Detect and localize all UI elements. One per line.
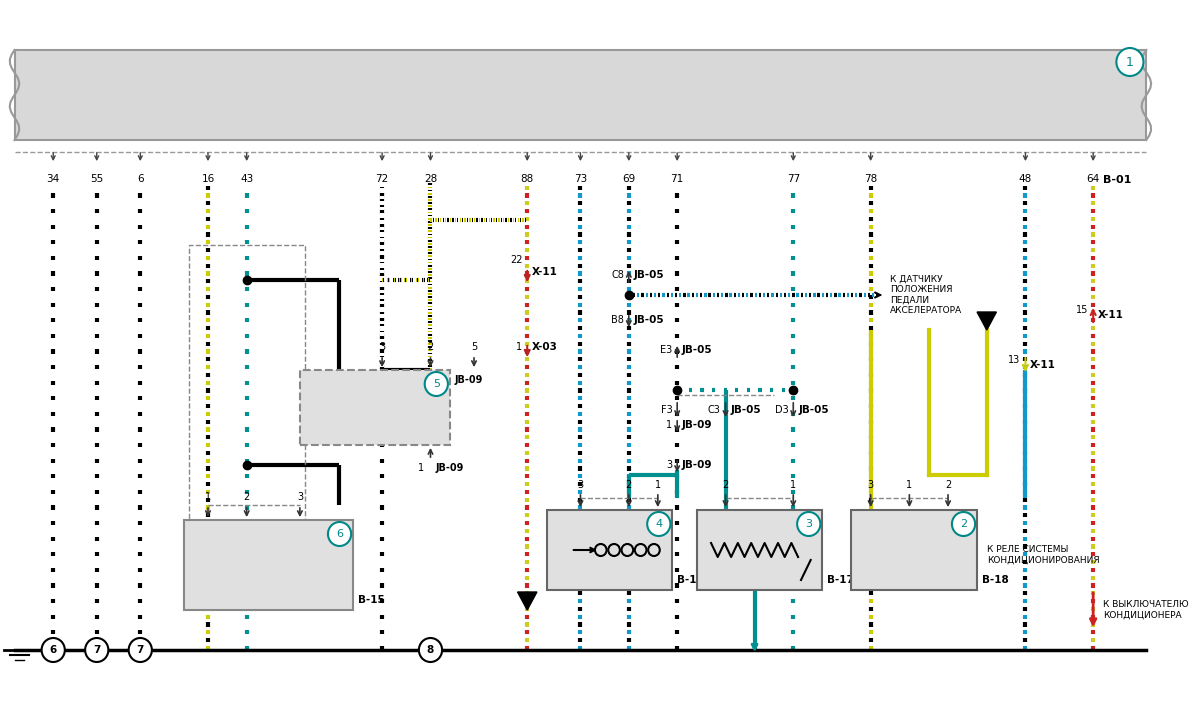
Text: JB-05: JB-05 xyxy=(731,405,761,415)
Text: 7: 7 xyxy=(94,645,101,655)
Text: 73: 73 xyxy=(574,174,587,184)
Text: 6: 6 xyxy=(137,174,144,184)
Text: 28: 28 xyxy=(424,174,437,184)
Text: 5: 5 xyxy=(433,379,439,389)
Text: B-18: B-18 xyxy=(982,575,1009,585)
Text: 34: 34 xyxy=(47,174,60,184)
Text: E3: E3 xyxy=(660,345,672,355)
Text: 2: 2 xyxy=(625,480,632,490)
Text: 77: 77 xyxy=(787,174,800,184)
Text: 6: 6 xyxy=(336,529,343,539)
Circle shape xyxy=(42,638,65,662)
Text: 1: 1 xyxy=(1126,55,1134,68)
Bar xyxy=(851,510,977,590)
Text: 3: 3 xyxy=(868,480,874,490)
Text: 1: 1 xyxy=(516,342,522,352)
Text: 69: 69 xyxy=(622,174,636,184)
Text: C3: C3 xyxy=(708,405,721,415)
Text: К ДАТЧИКУ
ПОЛОЖЕНИЯ
ПЕДАЛИ
АКСЕЛЕРАТОРА: К ДАТЧИКУ ПОЛОЖЕНИЯ ПЕДАЛИ АКСЕЛЕРАТОРА xyxy=(890,275,962,315)
Text: X-11: X-11 xyxy=(532,267,558,277)
Text: X-11: X-11 xyxy=(1031,360,1056,370)
Text: 2: 2 xyxy=(960,519,967,529)
Text: 48: 48 xyxy=(1019,174,1032,184)
Text: 6: 6 xyxy=(49,645,56,655)
Text: 1: 1 xyxy=(791,480,797,490)
Text: JB-09: JB-09 xyxy=(455,375,484,385)
Bar xyxy=(300,370,450,445)
Circle shape xyxy=(952,512,976,536)
Bar xyxy=(696,510,822,590)
Text: 3: 3 xyxy=(805,519,812,529)
Text: 1: 1 xyxy=(418,463,424,473)
Text: B-17: B-17 xyxy=(827,575,854,585)
Text: B8: B8 xyxy=(611,315,624,325)
Text: 55: 55 xyxy=(90,174,103,184)
Circle shape xyxy=(128,638,152,662)
Bar xyxy=(14,50,1146,140)
Text: C8: C8 xyxy=(611,270,624,280)
Text: X-11: X-11 xyxy=(1098,310,1124,320)
Text: X-03: X-03 xyxy=(532,342,558,352)
Text: 2: 2 xyxy=(244,492,250,502)
Bar xyxy=(184,520,353,610)
Text: JB-09: JB-09 xyxy=(436,463,463,473)
Text: 43: 43 xyxy=(240,174,253,184)
Polygon shape xyxy=(517,592,536,610)
Text: 2: 2 xyxy=(427,342,433,352)
Bar xyxy=(188,245,305,525)
Text: JB-05: JB-05 xyxy=(798,405,829,415)
Text: JB-05: JB-05 xyxy=(634,270,665,280)
Circle shape xyxy=(1116,48,1144,76)
Circle shape xyxy=(328,522,352,546)
Text: JB-09: JB-09 xyxy=(682,460,713,470)
Text: 78: 78 xyxy=(864,174,877,184)
Circle shape xyxy=(647,512,671,536)
Text: JB-09: JB-09 xyxy=(682,420,713,430)
Text: К ПРЕДОХРАНИТЕЛЮ
(10 А) ЦЕПИ СТАРТЕРА: К ПРЕДОХРАНИТЕЛЮ (10 А) ЦЕПИ СТАРТЕРА xyxy=(546,550,652,569)
Circle shape xyxy=(797,512,821,536)
Text: 3: 3 xyxy=(666,460,672,470)
Text: 71: 71 xyxy=(671,174,684,184)
Text: 5: 5 xyxy=(470,342,478,352)
Text: 88: 88 xyxy=(521,174,534,184)
Text: 22: 22 xyxy=(510,255,522,265)
Text: 13: 13 xyxy=(1008,355,1021,365)
Text: 16: 16 xyxy=(202,174,215,184)
Circle shape xyxy=(85,638,108,662)
Text: 4: 4 xyxy=(655,519,662,529)
Text: JB-05: JB-05 xyxy=(682,345,713,355)
Circle shape xyxy=(425,372,448,396)
Text: 2: 2 xyxy=(722,480,728,490)
Text: 7: 7 xyxy=(137,645,144,655)
Text: 1: 1 xyxy=(906,480,912,490)
Text: 3: 3 xyxy=(577,480,583,490)
Text: B-16: B-16 xyxy=(677,575,704,585)
Text: К ВЫКЛЮЧАТЕЛЮ
КОНДИЦИОНЕРА: К ВЫКЛЮЧАТЕЛЮ КОНДИЦИОНЕРА xyxy=(1103,600,1188,620)
Text: 2: 2 xyxy=(944,480,952,490)
Text: 3: 3 xyxy=(296,492,302,502)
Text: B-15: B-15 xyxy=(358,595,385,605)
Bar xyxy=(546,510,672,590)
Text: 64: 64 xyxy=(1086,174,1099,184)
Text: 72: 72 xyxy=(376,174,389,184)
Text: 15: 15 xyxy=(1076,305,1088,315)
Text: 3: 3 xyxy=(379,342,385,352)
Text: К РЕЛЕ СИСТЕМЫ
КОНДИЦИОНИРОВАНИЯ: К РЕЛЕ СИСТЕМЫ КОНДИЦИОНИРОВАНИЯ xyxy=(986,545,1099,564)
Text: 1: 1 xyxy=(205,492,211,502)
Polygon shape xyxy=(977,312,996,330)
Text: 1: 1 xyxy=(655,480,661,490)
Text: F3: F3 xyxy=(660,405,672,415)
Text: JB-05: JB-05 xyxy=(634,315,665,325)
Text: D3: D3 xyxy=(775,405,788,415)
Text: 8: 8 xyxy=(427,645,434,655)
Circle shape xyxy=(419,638,442,662)
Text: 1: 1 xyxy=(666,420,672,430)
Text: B-01: B-01 xyxy=(1103,175,1132,185)
